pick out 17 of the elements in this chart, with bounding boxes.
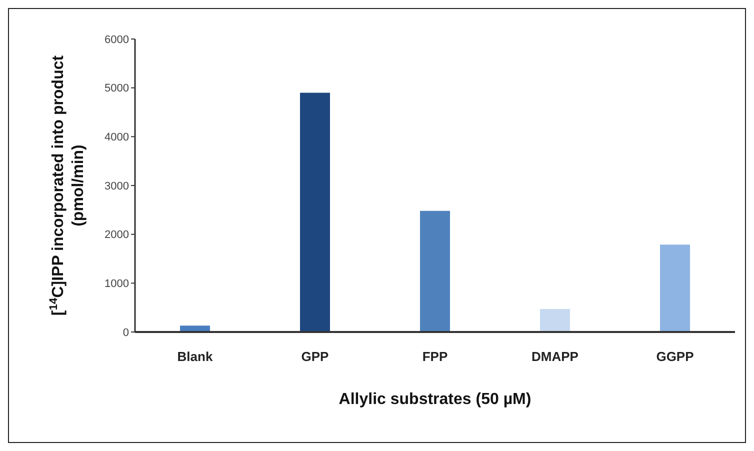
bar bbox=[540, 309, 570, 332]
x-tick-label: GGPP bbox=[656, 349, 694, 364]
x-tick-label: Blank bbox=[177, 349, 214, 364]
x-tick-label: GPP bbox=[301, 349, 330, 364]
x-axis-title: Allylic substrates (50 µM) bbox=[338, 391, 532, 408]
y-tick-label: 0 bbox=[122, 326, 129, 339]
y-tick-label: 3000 bbox=[104, 180, 129, 192]
bar bbox=[420, 210, 450, 332]
y-tick-label: 5000 bbox=[104, 82, 129, 95]
y-tick-label: 2000 bbox=[104, 229, 129, 242]
bar bbox=[660, 244, 690, 332]
bar bbox=[300, 92, 330, 332]
y-tick-label: 4000 bbox=[104, 132, 129, 144]
y-tick-label: 6000 bbox=[104, 34, 129, 46]
x-tick-label: DMAPP bbox=[532, 349, 579, 364]
x-tick-label: FPP bbox=[422, 349, 448, 364]
y-tick-label: 1000 bbox=[104, 278, 129, 290]
